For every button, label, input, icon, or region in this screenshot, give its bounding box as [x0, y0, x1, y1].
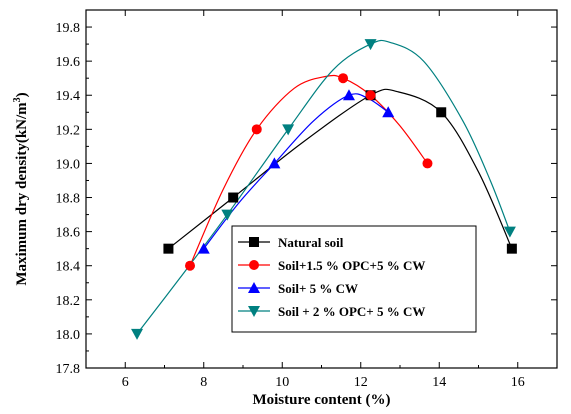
series-line-4	[136, 39, 511, 335]
y-tick-label: 18.6	[56, 226, 81, 241]
data-point-series-4	[282, 124, 295, 136]
data-point-series-4	[364, 39, 377, 51]
y-tick-label: 19.6	[56, 55, 81, 70]
data-point-series-1	[506, 243, 517, 254]
legend-marker-3	[248, 282, 260, 293]
legend-label-2: Soil+1.5 % OPC+5 % CW	[278, 258, 425, 273]
data-point-series-2	[251, 124, 262, 135]
data-point-series-4	[221, 209, 234, 221]
legend	[231, 225, 477, 333]
x-tick-label: 6	[122, 375, 129, 390]
data-point-series-2	[365, 90, 376, 101]
series-line-3	[203, 93, 389, 250]
legend-label-4: Soil + 2 % OPC+ 5 % CW	[278, 304, 425, 319]
legend-label-3: Soil+ 5 % CW	[278, 281, 358, 296]
y-axis-label-main: Maximum dry density(kN/m	[14, 102, 30, 286]
x-tick-label: 12	[354, 375, 368, 390]
data-point-series-2	[422, 158, 433, 169]
data-point-series-3	[342, 89, 355, 101]
data-point-series-2	[185, 260, 196, 271]
y-tick-label: 19.0	[56, 157, 81, 172]
y-tick-label: 18.4	[56, 260, 81, 275]
legend-label-1: Natural soil	[278, 235, 344, 250]
data-point-series-3	[197, 242, 210, 254]
y-tick-label: 17.8	[56, 362, 81, 377]
data-point-series-1	[228, 192, 239, 203]
data-point-series-4	[503, 226, 516, 238]
x-tick-label: 8	[200, 375, 207, 390]
y-axis-label: Maximum dry density(kN/m3)	[12, 92, 30, 285]
x-tick-label: 14	[432, 375, 446, 390]
y-tick-label: 19.8	[56, 21, 81, 36]
data-point-series-2	[338, 73, 349, 84]
legend-marker-2	[249, 260, 259, 270]
y-tick-label: 19.2	[56, 123, 81, 138]
x-tick-label: 16	[511, 375, 525, 390]
y-axis-label-close: )	[14, 92, 30, 97]
x-tick-label: 10	[275, 375, 289, 390]
y-tick-label: 18.2	[56, 294, 81, 309]
y-tick-label: 18.0	[56, 328, 81, 343]
legend-marker-4	[248, 306, 260, 317]
x-axis-label: Moisture content (%)	[252, 392, 390, 408]
data-point-series-4	[131, 328, 144, 340]
legend-marker-1	[249, 237, 259, 247]
data-point-series-3	[268, 157, 281, 169]
data-point-series-1	[436, 107, 447, 118]
plot-area: 6 8 10 12 14 16 17.8 18.0 18.2 18.4 18.6 18.8 19.0 19…	[56, 9, 558, 390]
y-axis-label-superscript: 3	[12, 97, 23, 102]
y-tick-label: 19.4	[56, 89, 81, 104]
legend-entries: Natural soil Soil+1.5 % OPC+5 % CW Soil+ 5…	[238, 235, 425, 319]
y-tick-label: 18.8	[56, 192, 81, 207]
data-point-series-3	[382, 106, 395, 118]
data-point-series-1	[163, 243, 174, 254]
